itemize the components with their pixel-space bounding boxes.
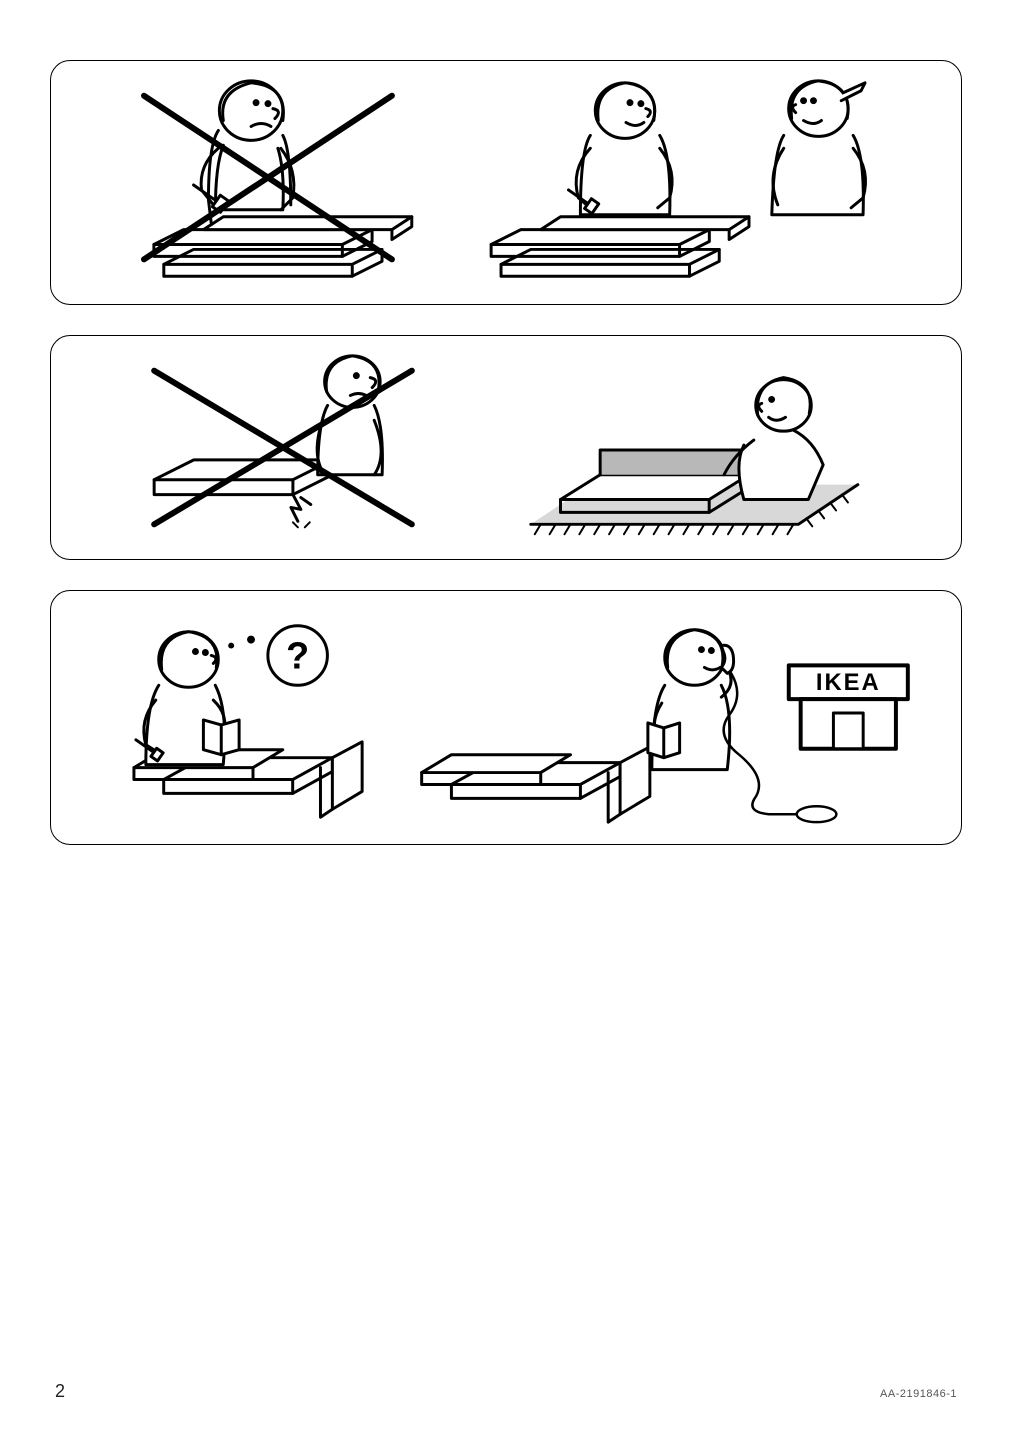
panel1-svg: [51, 61, 961, 304]
panel-call-ikea: ?: [50, 590, 962, 845]
panel3-svg: ?: [51, 591, 961, 844]
panel2-svg: [51, 336, 961, 559]
page-number: 2: [55, 1381, 65, 1402]
document-id: AA-2191846-1: [880, 1388, 957, 1400]
panel-two-people: [50, 60, 962, 305]
question-mark: ?: [286, 634, 309, 676]
ikea-logo-text: IKEA: [816, 669, 881, 696]
panel-assemble-on-soft-surface: [50, 335, 962, 560]
